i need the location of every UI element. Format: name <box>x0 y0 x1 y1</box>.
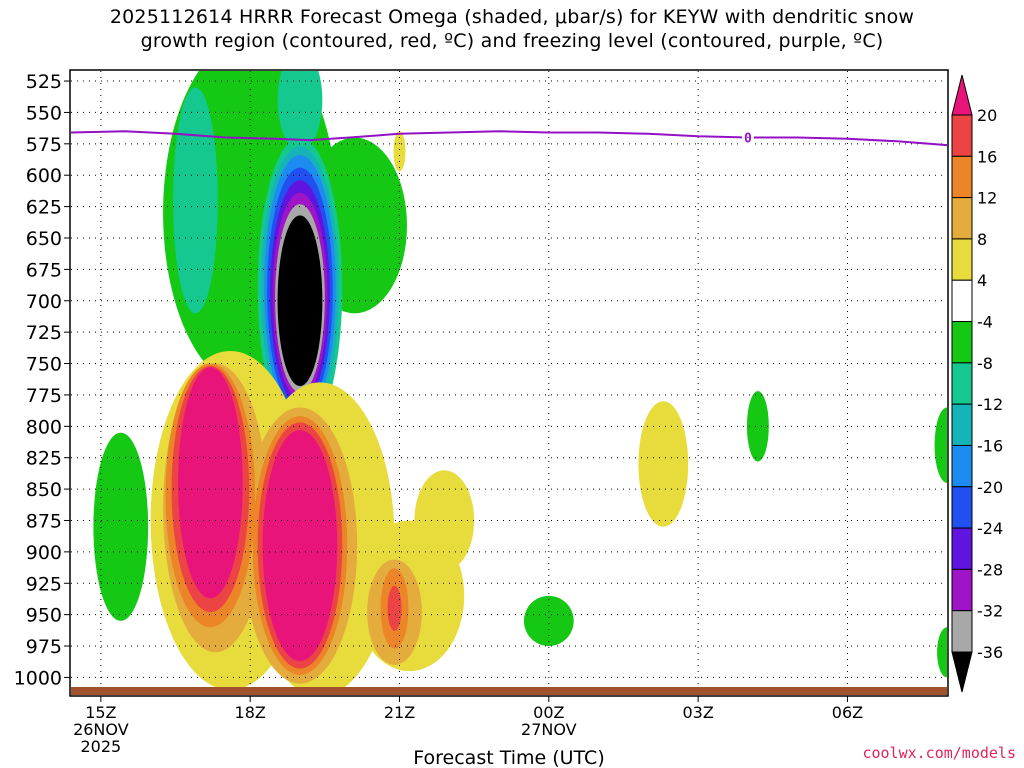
colorbar-label--12: -12 <box>977 395 1003 414</box>
freezing-level-label: 0 <box>744 132 752 147</box>
omega-region-6 <box>937 627 947 678</box>
x-axis-label: Forecast Time (UTC) <box>413 747 604 768</box>
omega-region-31 <box>387 585 402 631</box>
colorbar-bin-6 <box>951 321 973 364</box>
colorbar-bin-2 <box>951 155 973 199</box>
y-tick-label-775: 775 <box>26 385 62 407</box>
freezing-level-line <box>71 130 947 147</box>
y-tick-label-825: 825 <box>26 448 62 470</box>
plot-area: 0 <box>71 71 947 695</box>
x-tick-label-06Z: 06Z <box>832 703 863 722</box>
colorbar-label-4: 4 <box>977 271 987 290</box>
colorbar-label-8: 8 <box>977 230 987 249</box>
omega-region-33 <box>262 430 338 662</box>
chart-title-line1: 2025112614 HRRR Forecast Omega (shaded, … <box>109 6 915 28</box>
colorbar-bin-8 <box>951 403 973 446</box>
colorbar-bin-11 <box>951 527 973 570</box>
colorbar-bin-12 <box>951 568 973 612</box>
colorbar-bin-4 <box>951 238 973 281</box>
grid-lines <box>71 71 947 695</box>
colorbar-label--32: -32 <box>977 602 1003 621</box>
plot-frame <box>69 69 949 697</box>
chart-title-line2: growth region (contoured, red, ºC) and f… <box>140 30 884 52</box>
y-tick-label-575: 575 <box>26 134 62 156</box>
colorbar-bin-3 <box>951 197 973 240</box>
omega-region-22 <box>393 131 406 172</box>
y-tick-label-1000: 1000 <box>14 667 62 689</box>
colorbar-label--16: -16 <box>977 436 1003 455</box>
omega-region-8 <box>277 71 323 151</box>
y-tick-label-625: 625 <box>26 197 62 219</box>
colorbar-bin-7 <box>951 362 973 405</box>
colorbar-label-16: 16 <box>977 147 997 166</box>
y-tick-label-975: 975 <box>26 636 62 658</box>
colorbar-label--24: -24 <box>977 519 1003 538</box>
colorbar-label--36: -36 <box>977 643 1003 662</box>
omega-region-5 <box>934 407 947 483</box>
colorbar-label--28: -28 <box>977 560 1003 579</box>
x-tick-label-00Z: 00Z <box>533 703 564 722</box>
y-tick-label-675: 675 <box>26 259 62 281</box>
y-tick-label-850: 850 <box>26 479 62 501</box>
omega-region-4 <box>746 391 769 462</box>
source-credit[interactable]: coolwx.com/models <box>862 744 1016 762</box>
x-tick-label-03Z: 03Z <box>682 703 713 722</box>
omega-region-20 <box>414 470 475 571</box>
omega-region-3 <box>523 595 574 647</box>
y-tick-label-700: 700 <box>26 291 62 313</box>
x-tick-label-26NOV: 26NOV <box>73 720 129 739</box>
colorbar-bin-1 <box>951 114 973 157</box>
surface-band <box>71 687 947 695</box>
colorbar-bin-9 <box>951 444 973 488</box>
colorbar-label--8: -8 <box>977 354 993 373</box>
x-tick-label-27NOV: 27NOV <box>521 720 577 739</box>
colorbar-label-12: 12 <box>977 189 997 208</box>
omega-region-32 <box>178 367 243 599</box>
y-tick-label-725: 725 <box>26 322 62 344</box>
y-tick-label-650: 650 <box>26 228 62 250</box>
x-tick-label-21Z: 21Z <box>384 703 415 722</box>
y-tick-label-875: 875 <box>26 510 62 532</box>
freezing-level-label-bg <box>741 130 754 145</box>
colorbar-bottom-arrow <box>951 651 973 693</box>
colorbar-bin-5 <box>951 279 973 323</box>
y-tick-label-800: 800 <box>26 416 62 438</box>
x-tick-label-15Z: 15Z <box>85 703 116 722</box>
colorbar-label--4: -4 <box>977 313 993 332</box>
omega-region-21 <box>638 401 689 527</box>
colorbar-bin-13 <box>951 610 973 653</box>
y-tick-label-925: 925 <box>26 573 62 595</box>
colorbar-label--20: -20 <box>977 478 1003 497</box>
y-tick-label-900: 900 <box>26 542 62 564</box>
colorbar-bin-10 <box>951 486 973 529</box>
y-axis: 525 550 575 600 625 650 675 700 725 750 775 800 825 8… <box>14 71 70 689</box>
colorbar-label-20: 20 <box>977 106 997 125</box>
x-tick-label-18Z: 18Z <box>235 703 266 722</box>
colorbar-top-arrow <box>951 74 973 116</box>
y-tick-label-600: 600 <box>26 165 62 187</box>
y-tick-label-950: 950 <box>26 605 62 627</box>
y-tick-label-550: 550 <box>26 102 62 124</box>
colorbar: 20 16 12 8 4 -4 -8 -12 -16 -20 -24 -28 -32 -36 <box>951 74 1003 693</box>
omega-region-0 <box>93 432 149 621</box>
y-tick-label-750: 750 <box>26 354 62 376</box>
y-tick-label-525: 525 <box>26 71 62 93</box>
x-tick-label-2025: 2025 <box>81 737 122 756</box>
omega-region-7 <box>173 87 218 314</box>
